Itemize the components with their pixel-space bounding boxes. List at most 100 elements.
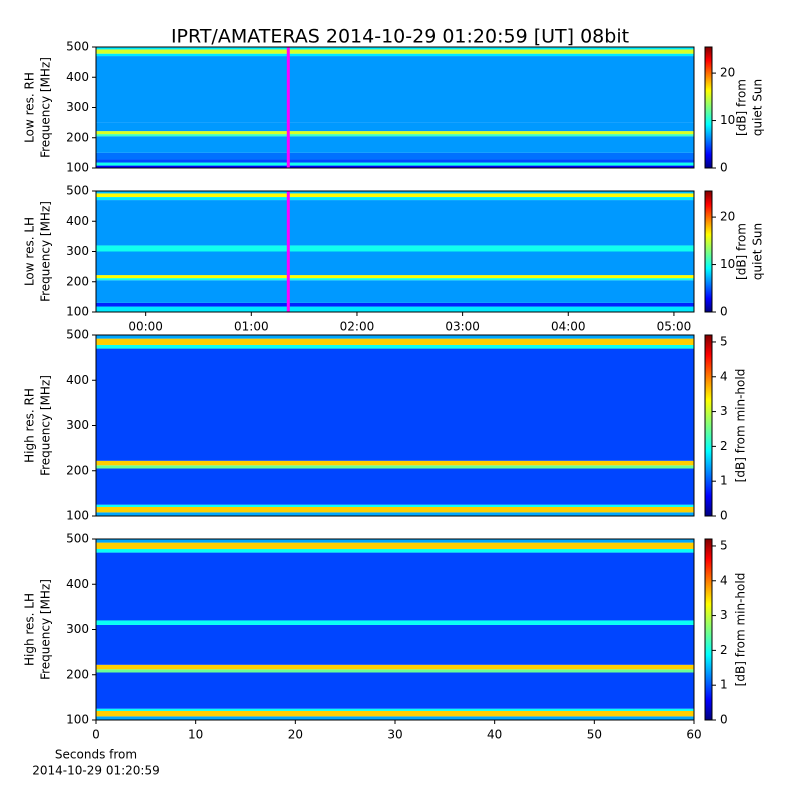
x-axis-label: Seconds from [55,748,137,762]
heatmap-band [96,49,694,54]
colorbar-tick-label: 1 [720,678,728,692]
colorbar-tick-label: 0 [720,305,728,319]
x-tick-label: 50 [587,728,602,742]
colorbar-tick-label: 4 [720,573,728,587]
y-tick-label: 400 [66,70,89,84]
heatmap-band [96,122,694,132]
colorbar-label: [dB] from [735,79,749,136]
colorbar-tick-label: 1 [720,474,728,488]
y-tick-label: 300 [66,418,89,432]
y-tick-label: 100 [66,161,89,175]
heatmap-band [96,136,694,153]
heatmap-band [96,716,694,720]
heatmap-band [96,193,694,198]
x-tick-label: 03:00 [445,320,480,334]
heatmap-band [96,278,694,281]
heatmap-band [96,624,694,665]
y-axis-label: Frequency [MHz] [39,201,53,302]
colorbar-tick-label: 5 [720,538,728,552]
heatmap-band [96,620,694,625]
y-axis-label: Low res. LH [23,217,37,286]
colorbar-label: [dB] from min-hold [734,573,748,687]
heatmap-band [96,275,694,279]
y-tick-label: 500 [66,184,89,198]
heatmap-band [96,200,694,246]
heatmap-band [96,165,694,168]
y-tick-label: 400 [66,214,89,228]
heatmap-band [96,197,694,201]
heatmap-band [96,134,694,137]
x-tick-label: 00:00 [128,320,163,334]
heatmap-band [96,548,694,553]
y-tick-label: 300 [66,622,89,636]
heatmap-band [96,348,694,461]
x-tick-label: 04:00 [551,320,586,334]
heatmap-band [96,162,694,166]
x-axis-label: 2014-10-29 01:20:59 [32,764,159,778]
heatmap-band [96,669,694,673]
heatmap-band [96,56,694,123]
colorbar-tick-label: 10 [720,113,735,127]
y-tick-label: 400 [66,373,89,387]
heatmap-band [96,191,694,194]
heatmap-band [96,506,694,513]
colorbar-label: [dB] from min-hold [734,369,748,483]
heatmap-band [96,468,694,505]
heatmap-band [96,512,694,516]
heatmap-band [96,344,694,349]
y-tick-label: 200 [66,274,89,288]
y-tick-label: 200 [66,130,89,144]
heatmap-band [96,251,694,276]
x-tick-label: 40 [487,728,502,742]
colorbar [704,46,713,169]
colorbar [704,334,713,517]
heatmap-band [96,335,694,339]
chart-title: IPRT/AMATERAS 2014-10-29 01:20:59 [UT] 0… [171,26,629,48]
heatmap-band [96,302,694,307]
heatmap-band [96,552,694,621]
colorbar-tick-label: 10 [720,257,735,271]
heatmap-band [96,306,694,312]
colorbar [704,190,713,313]
y-axis-label: Frequency [MHz] [39,375,53,476]
x-tick-label: 20 [288,728,303,742]
colorbar-tick-label: 4 [720,369,728,383]
heatmap-band [96,245,694,252]
heatmap-band [96,465,694,469]
y-axis-label: High res. RH [23,388,37,463]
x-tick-label: 05:00 [657,320,692,334]
y-axis-label: Frequency [MHz] [39,57,53,158]
y-tick-label: 100 [66,509,89,523]
x-tick-label: 0 [92,728,100,742]
heatmap-band [96,460,694,466]
y-tick-label: 300 [66,244,89,258]
colorbar-tick-label: 5 [720,334,728,348]
y-tick-label: 300 [66,100,89,114]
colorbar-tick-label: 20 [720,66,735,80]
heatmap-band [96,664,694,670]
heatmap-band [96,504,694,507]
y-tick-label: 400 [66,577,89,591]
x-tick-label: 10 [188,728,203,742]
heatmap-band [96,280,694,303]
heatmap-band [96,539,694,543]
heatmap-band [96,710,694,717]
colorbar-tick-label: 2 [720,439,728,453]
y-tick-label: 500 [66,532,89,546]
colorbar-tick-label: 0 [720,713,728,727]
heatmap-band [96,131,694,135]
heatmap-band [96,542,694,549]
y-tick-label: 200 [66,463,89,477]
x-tick-label: 02:00 [340,320,375,334]
colorbar-label: [dB] from [735,223,749,280]
colorbar [704,538,713,721]
heatmap-band [96,53,694,57]
x-tick-label: 01:00 [234,320,269,334]
colorbar-label: quiet Sun [751,79,765,136]
heatmap-band [96,338,694,345]
colorbar-tick-label: 0 [720,161,728,175]
x-tick-label: 60 [686,728,701,742]
y-tick-label: 500 [66,328,89,342]
colorbar-tick-label: 2 [720,643,728,657]
